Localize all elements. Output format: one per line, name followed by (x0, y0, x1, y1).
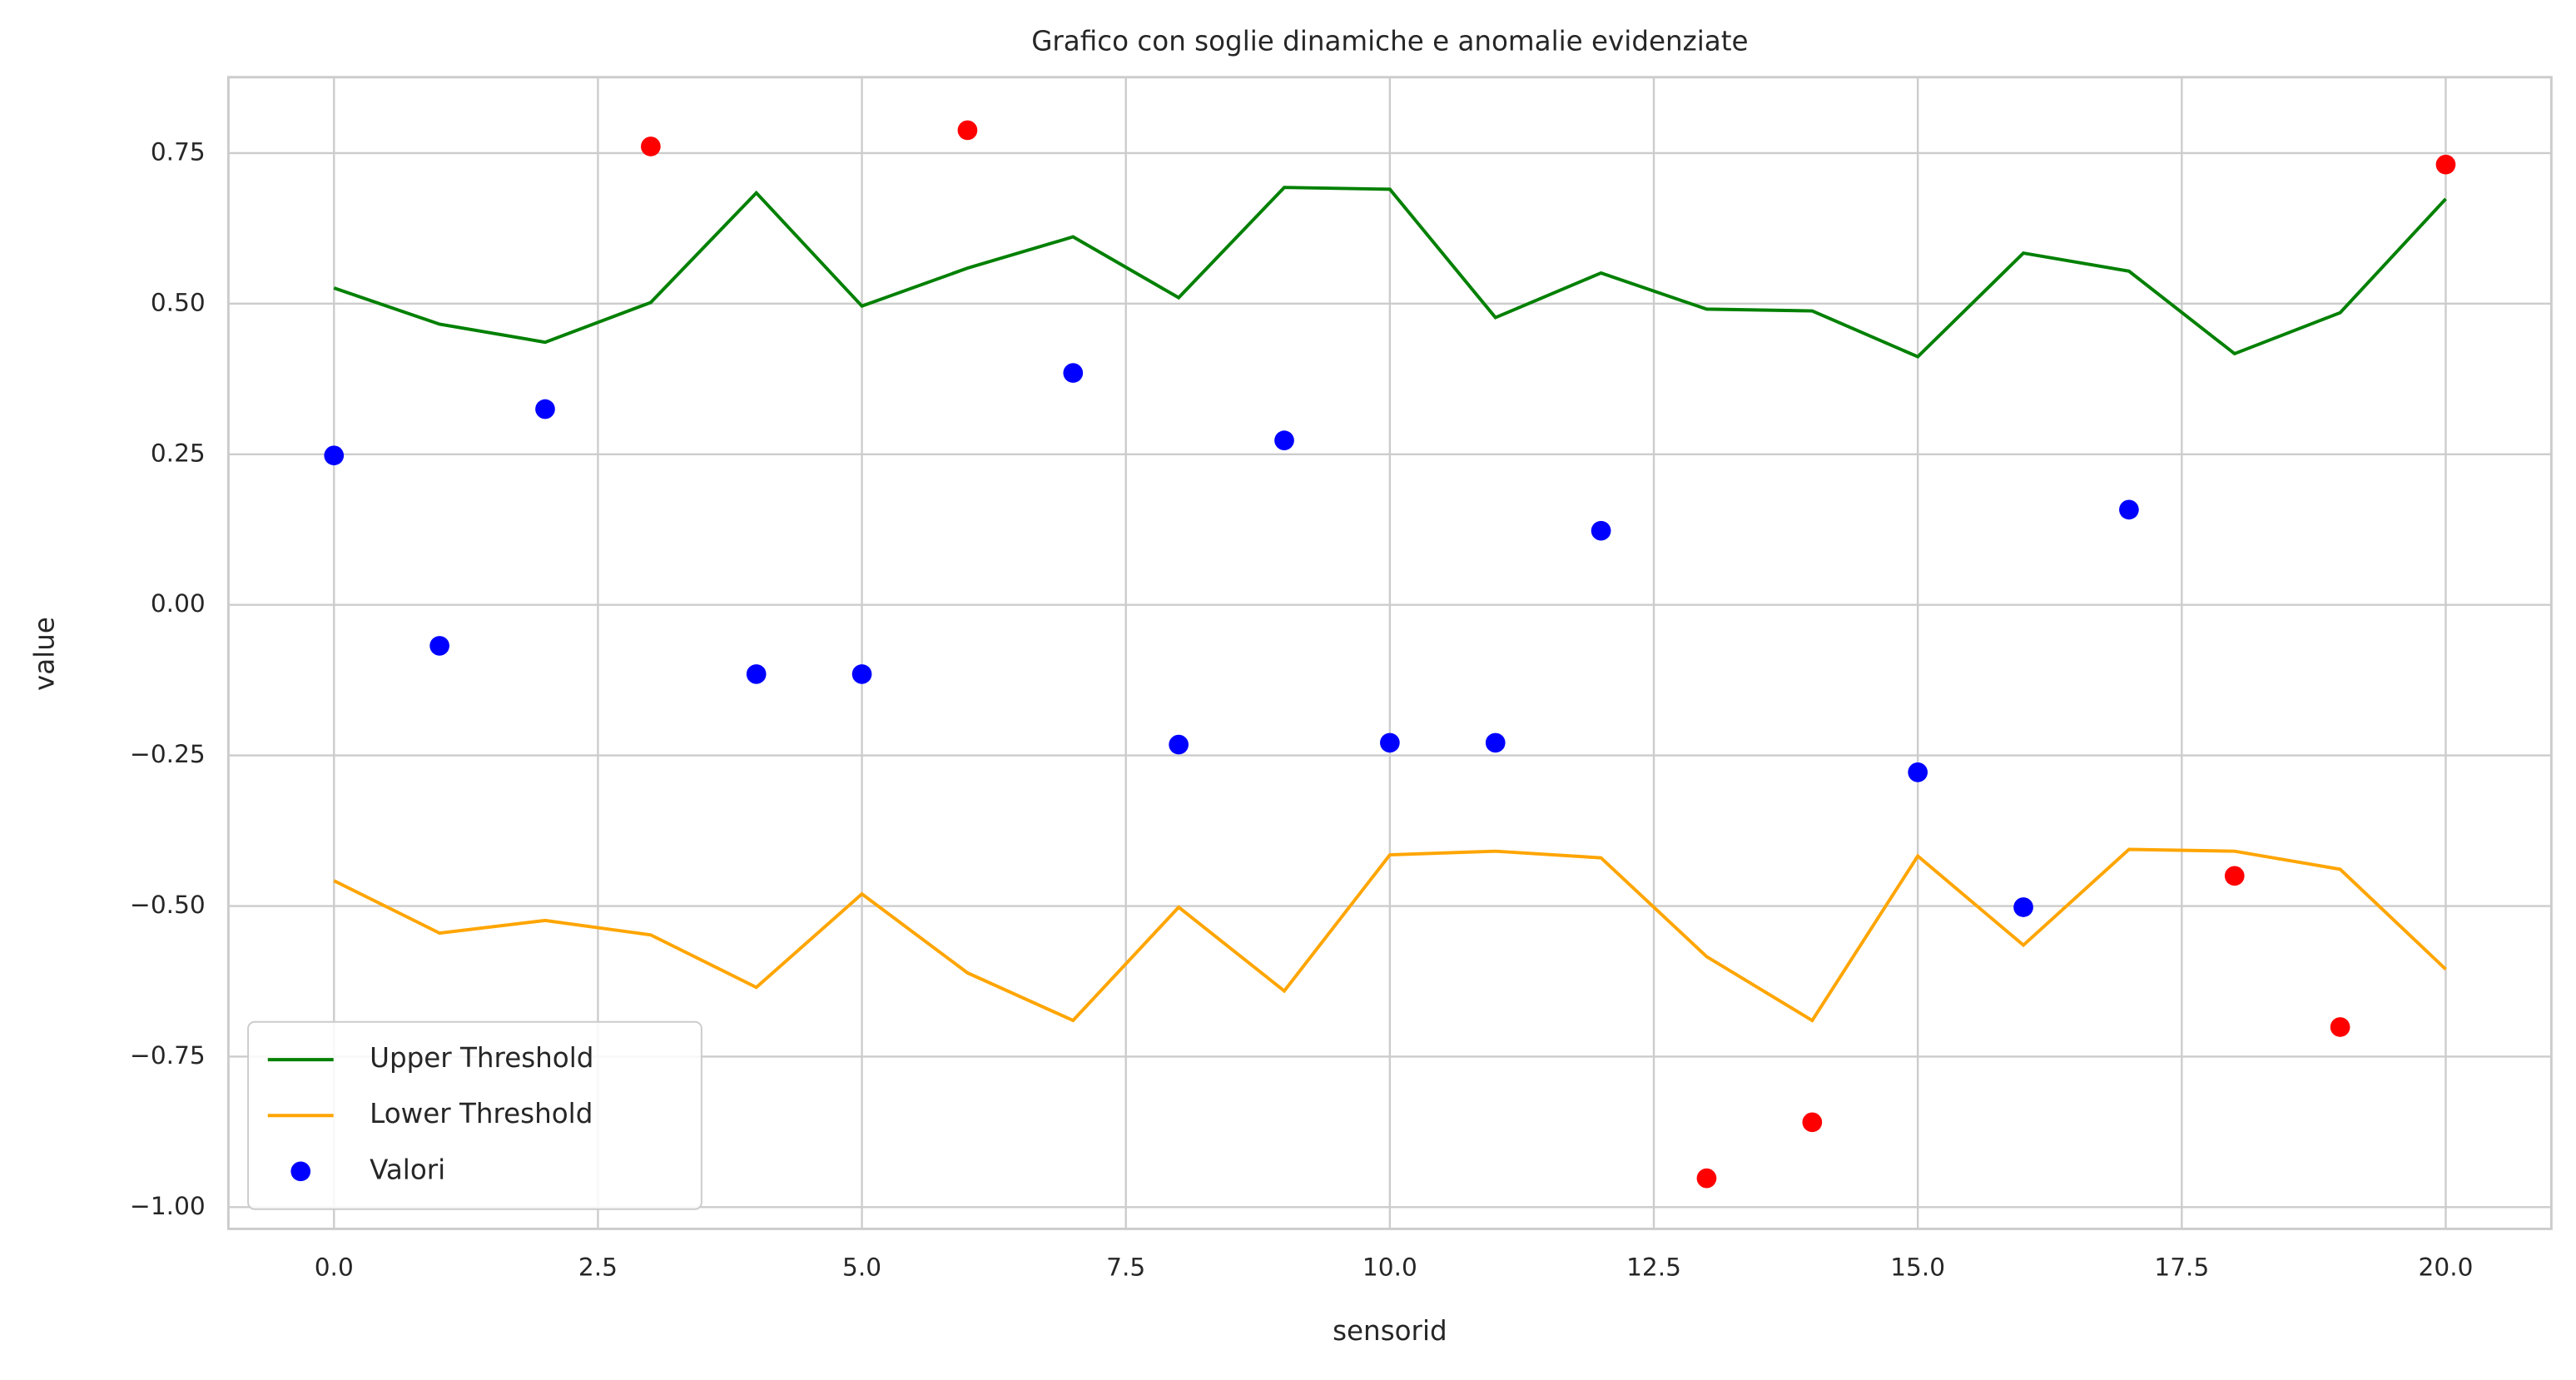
scatter-point (1696, 1168, 1717, 1189)
scatter-point (535, 399, 555, 419)
scatter-point (2119, 499, 2139, 520)
scatter-point (2435, 154, 2456, 175)
scatter-point (1274, 430, 1294, 450)
legend-label: Lower Threshold (370, 1098, 593, 1129)
legend-marker (290, 1161, 311, 1182)
scatter-point (1485, 732, 1506, 753)
scatter-point (957, 120, 978, 141)
y-tick-label: 0.75 (151, 137, 206, 166)
legend-label: Upper Threshold (370, 1042, 593, 1074)
scatter-point (2013, 897, 2033, 917)
scatter-point (2224, 866, 2245, 886)
x-tick-label: 17.5 (2154, 1253, 2209, 1281)
legend-label: Valori (370, 1154, 445, 1185)
scatter-point (1908, 762, 1928, 782)
x-axis-label: sensorid (1333, 1315, 1447, 1347)
x-tick-label: 10.0 (1362, 1253, 1417, 1281)
scatter-point (1591, 520, 1611, 541)
scatter-point (1169, 734, 1189, 755)
plot-frame (226, 76, 2553, 1230)
scatter-point (1802, 1112, 1823, 1133)
scatter-point (1380, 732, 1400, 753)
y-tick-label: 0.50 (151, 288, 206, 316)
scatter-point (640, 137, 661, 156)
x-tick-label: 12.5 (1626, 1253, 1681, 1281)
x-tick-label: 7.5 (1106, 1253, 1145, 1281)
x-tick-label: 0.0 (315, 1253, 354, 1281)
scatter-point (851, 664, 872, 684)
y-tick-label: −0.50 (130, 891, 206, 919)
scatter-point (1063, 363, 1084, 383)
chart-title: Grafico con soglie dinamiche e anomalie … (1031, 25, 1748, 57)
x-tick-label: 5.0 (842, 1253, 881, 1281)
line-series (333, 847, 2447, 1023)
y-tick-label: 0.25 (151, 439, 206, 467)
x-tick-label: 15.0 (1890, 1253, 1945, 1281)
scatter-point (324, 445, 345, 466)
legend-box (247, 1020, 702, 1210)
y-tick-label: −0.25 (130, 740, 206, 768)
scatter-point (429, 636, 449, 656)
x-tick-label: 20.0 (2419, 1253, 2474, 1281)
scatter-point (2330, 1017, 2350, 1037)
y-tick-label: −0.75 (130, 1041, 206, 1070)
y-tick-label: 0.00 (151, 589, 206, 618)
scatter-point (746, 664, 767, 684)
line-series (333, 186, 2447, 359)
y-axis-label: value (28, 617, 60, 691)
y-tick-label: −1.00 (130, 1192, 206, 1220)
x-tick-label: 2.5 (578, 1253, 618, 1281)
